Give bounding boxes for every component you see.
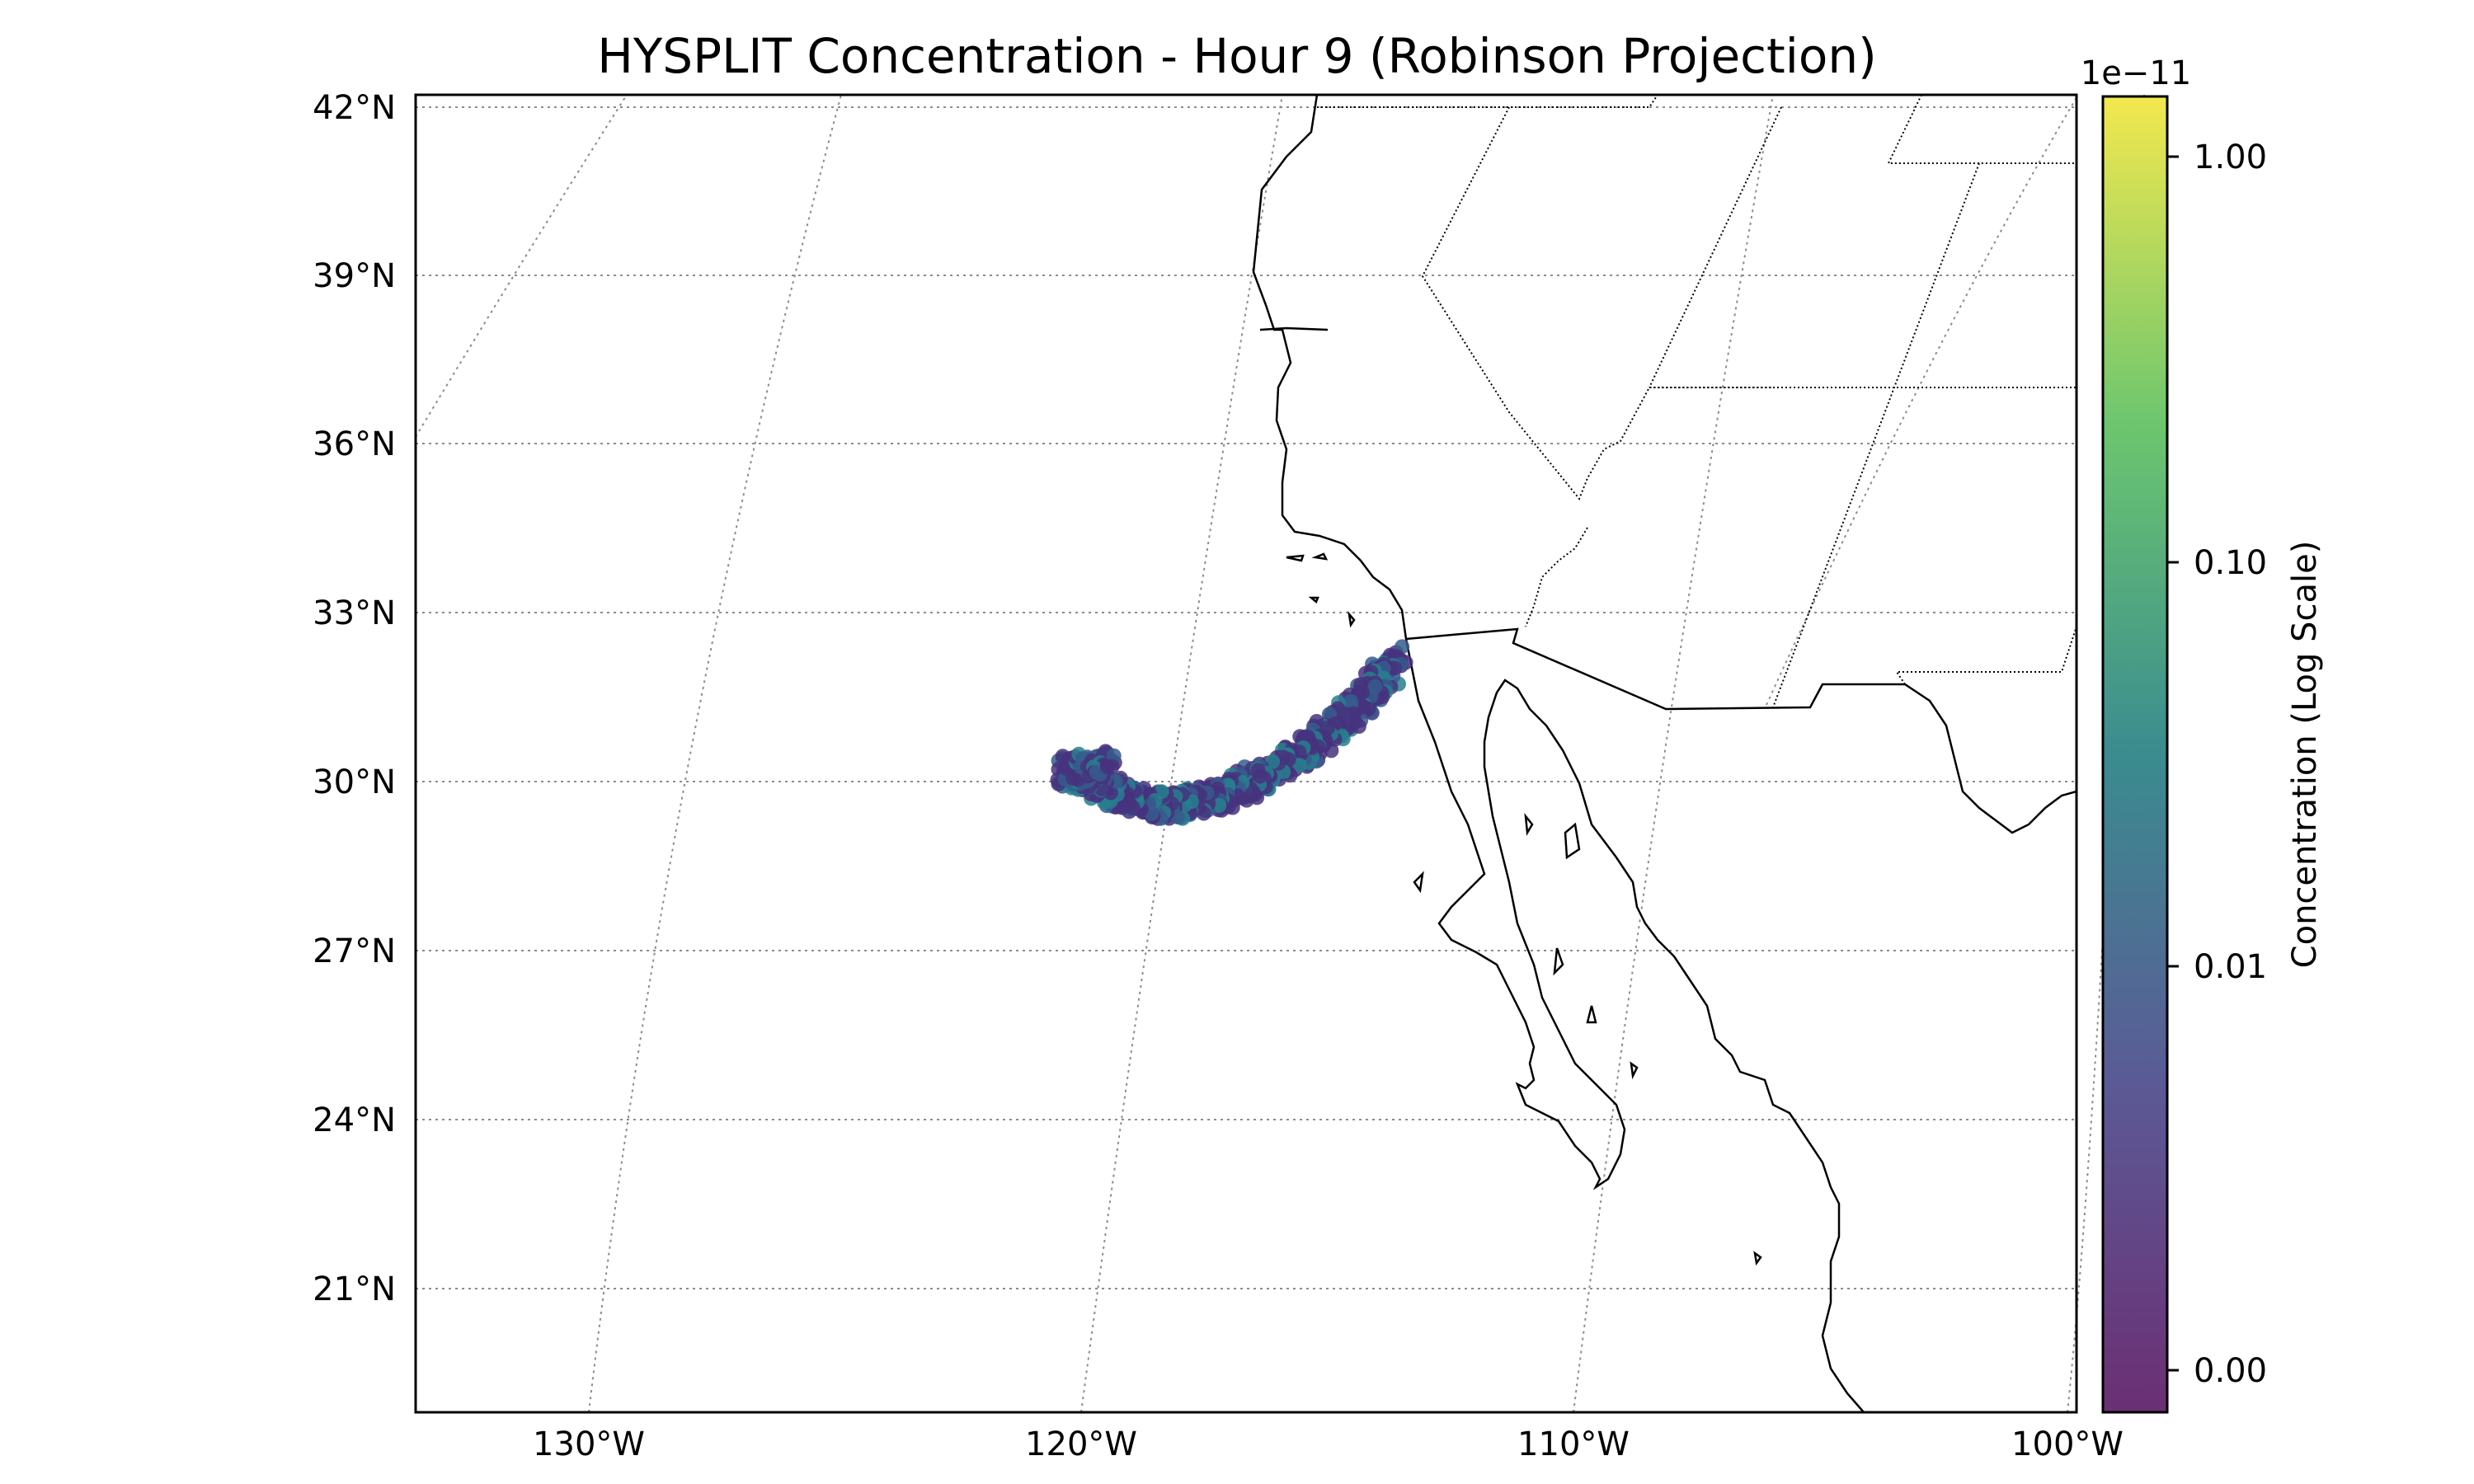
lat-label: 24°N xyxy=(313,1101,396,1139)
map-panel xyxy=(414,93,2145,1414)
lat-label: 36°N xyxy=(313,425,396,463)
lat-label: 42°N xyxy=(313,89,396,127)
plume-particle xyxy=(1065,770,1080,786)
plume-particle xyxy=(1196,805,1211,821)
colorbar-tick: 0.00 xyxy=(2194,1352,2267,1390)
lat-label: 30°N xyxy=(313,763,396,801)
lon-label: 120°W xyxy=(1025,1425,1137,1463)
country-border xyxy=(1405,627,1905,711)
colorbar-gradient xyxy=(2101,95,2169,1414)
map-title: HYSPLIT Concentration - Hour 9 (Robinson… xyxy=(597,28,1877,84)
plume-particle xyxy=(1253,768,1268,784)
lon-label: 130°W xyxy=(533,1425,645,1463)
colorbar: 1.00 0.10 0.01 0.00 1e−11 Concentration … xyxy=(2081,54,2324,1414)
plume-particle xyxy=(1089,764,1104,780)
plume-particle xyxy=(1324,743,1339,758)
lat-label: 21°N xyxy=(313,1270,396,1308)
map-frame xyxy=(414,93,2078,1414)
colorbar-tick: 0.10 xyxy=(2194,544,2267,582)
lon-label: 100°W xyxy=(2011,1425,2124,1463)
colorbar-label: Concentration (Log Scale) xyxy=(2286,541,2324,969)
coastline-gulf-east xyxy=(1904,683,2077,834)
coastline xyxy=(1252,95,1865,1412)
lat-tick-labels: 42°N 39°N 36°N 33°N 30°N 27°N 24°N 21°N xyxy=(313,89,396,1308)
islands xyxy=(1259,326,1762,1266)
state-borders xyxy=(1317,95,2077,708)
plume-particle xyxy=(1367,679,1383,694)
colorbar-tick: 1.00 xyxy=(2194,139,2267,176)
colorbar-tick: 0.01 xyxy=(2194,948,2267,986)
lon-label: 110°W xyxy=(1517,1425,1630,1463)
lon-gridlines xyxy=(415,94,2145,1413)
plume-particle xyxy=(1104,758,1120,774)
plume-particle xyxy=(1265,754,1281,769)
concentration-plume xyxy=(1050,639,1413,826)
lon-tick-labels: 130°W 120°W 110°W 100°W xyxy=(533,1425,2124,1463)
lat-label: 39°N xyxy=(313,257,396,295)
lat-label: 27°N xyxy=(313,932,396,970)
colorbar-exponent: 1e−11 xyxy=(2081,54,2191,92)
lat-label: 33°N xyxy=(313,594,396,632)
